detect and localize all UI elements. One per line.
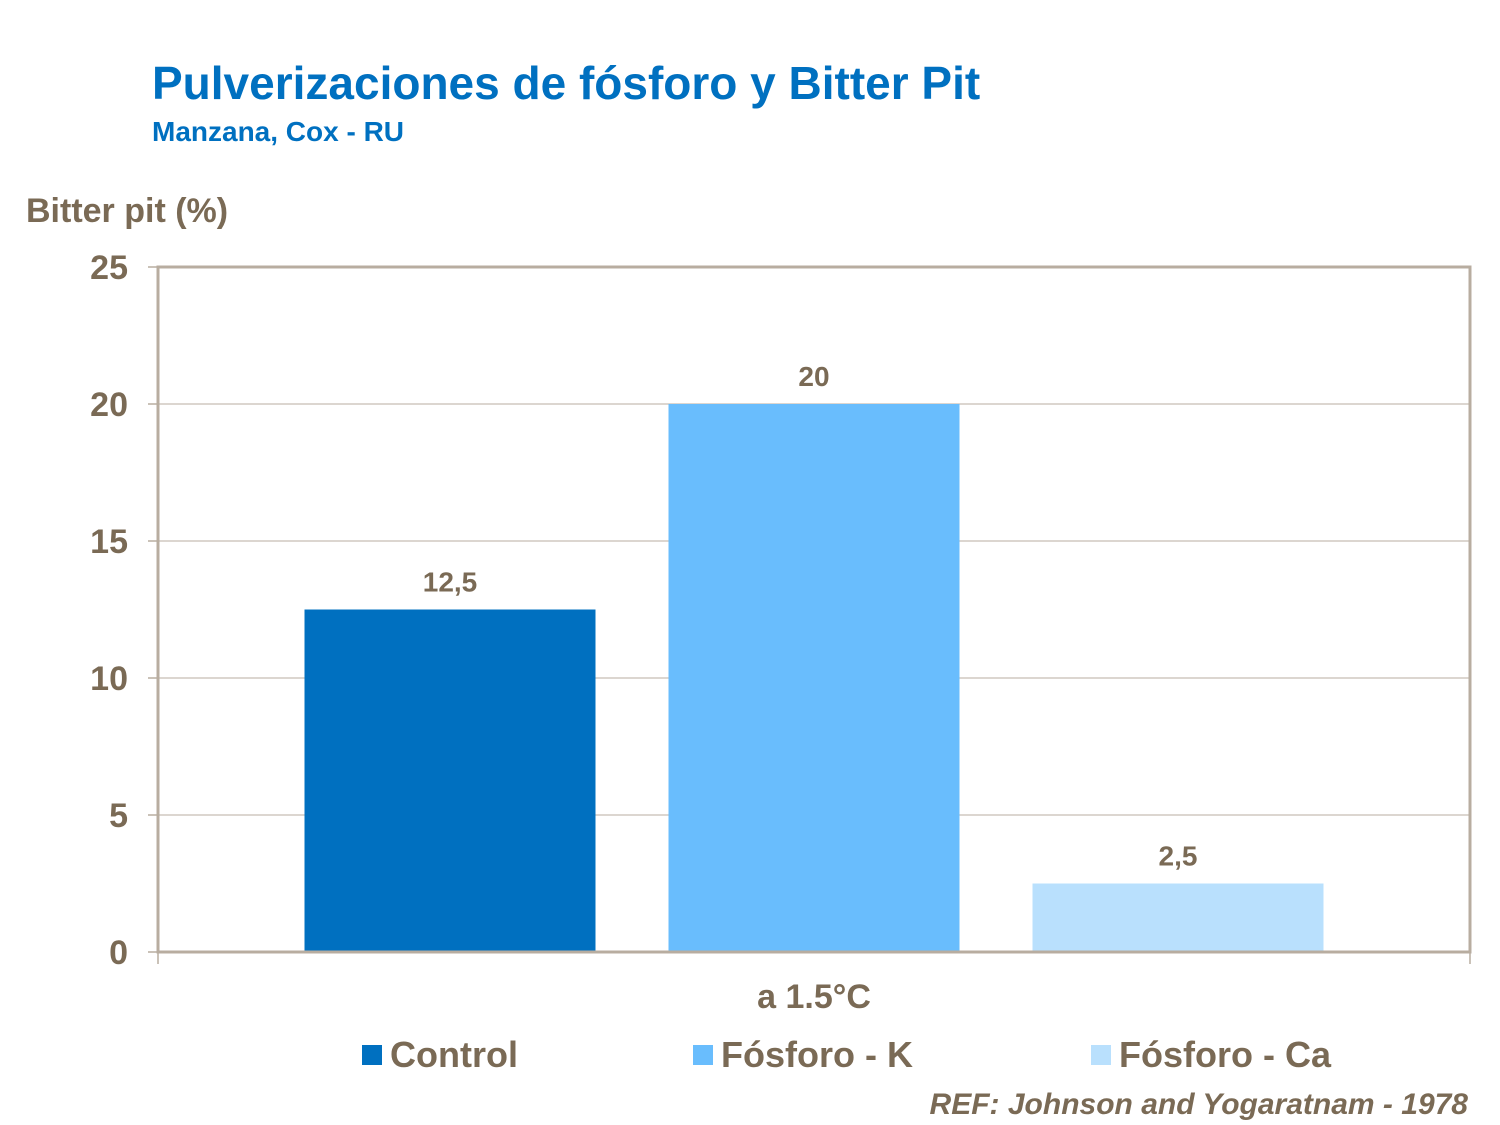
data-label: 2,5 [1159,841,1198,872]
legend-swatch [1091,1045,1111,1065]
y-tick-label: 25 [90,249,128,287]
plot-frame [156,265,1472,954]
chart-title: Pulverizaciones de fósforo y Bitter Pit [152,57,981,109]
chart-subtitle: Manzana, Cox - RU [152,116,405,147]
legend-item-fosforo-k: Fósforo - K [693,1034,913,1076]
reference-note: REF: Johnson and Yogaratnam - 1978 [929,1088,1468,1121]
x-category-label: a 1.5°C [757,978,871,1016]
legend-item-control: Control [362,1034,518,1076]
y-tick-label: 10 [90,660,128,698]
legend-label: Fósforo - K [721,1034,913,1075]
bar-f-sforo-k [668,404,960,952]
bar-control [304,609,596,952]
y-tick-label: 15 [90,523,128,561]
y-axis-label: Bitter pit (%) [26,192,229,230]
legend-swatch [693,1045,713,1065]
y-tick-label: 0 [109,934,128,972]
y-tick-label: 20 [90,386,128,424]
legend-item-fosforo-ca: Fósforo - Ca [1091,1034,1331,1076]
data-label: 20 [798,361,829,392]
legend-swatch [362,1045,382,1065]
legend-label: Control [390,1034,518,1075]
legend-label: Fósforo - Ca [1119,1034,1331,1075]
bar-f-sforo-ca [1032,883,1324,952]
y-tick-label: 5 [109,797,128,835]
data-label: 12,5 [423,567,478,598]
